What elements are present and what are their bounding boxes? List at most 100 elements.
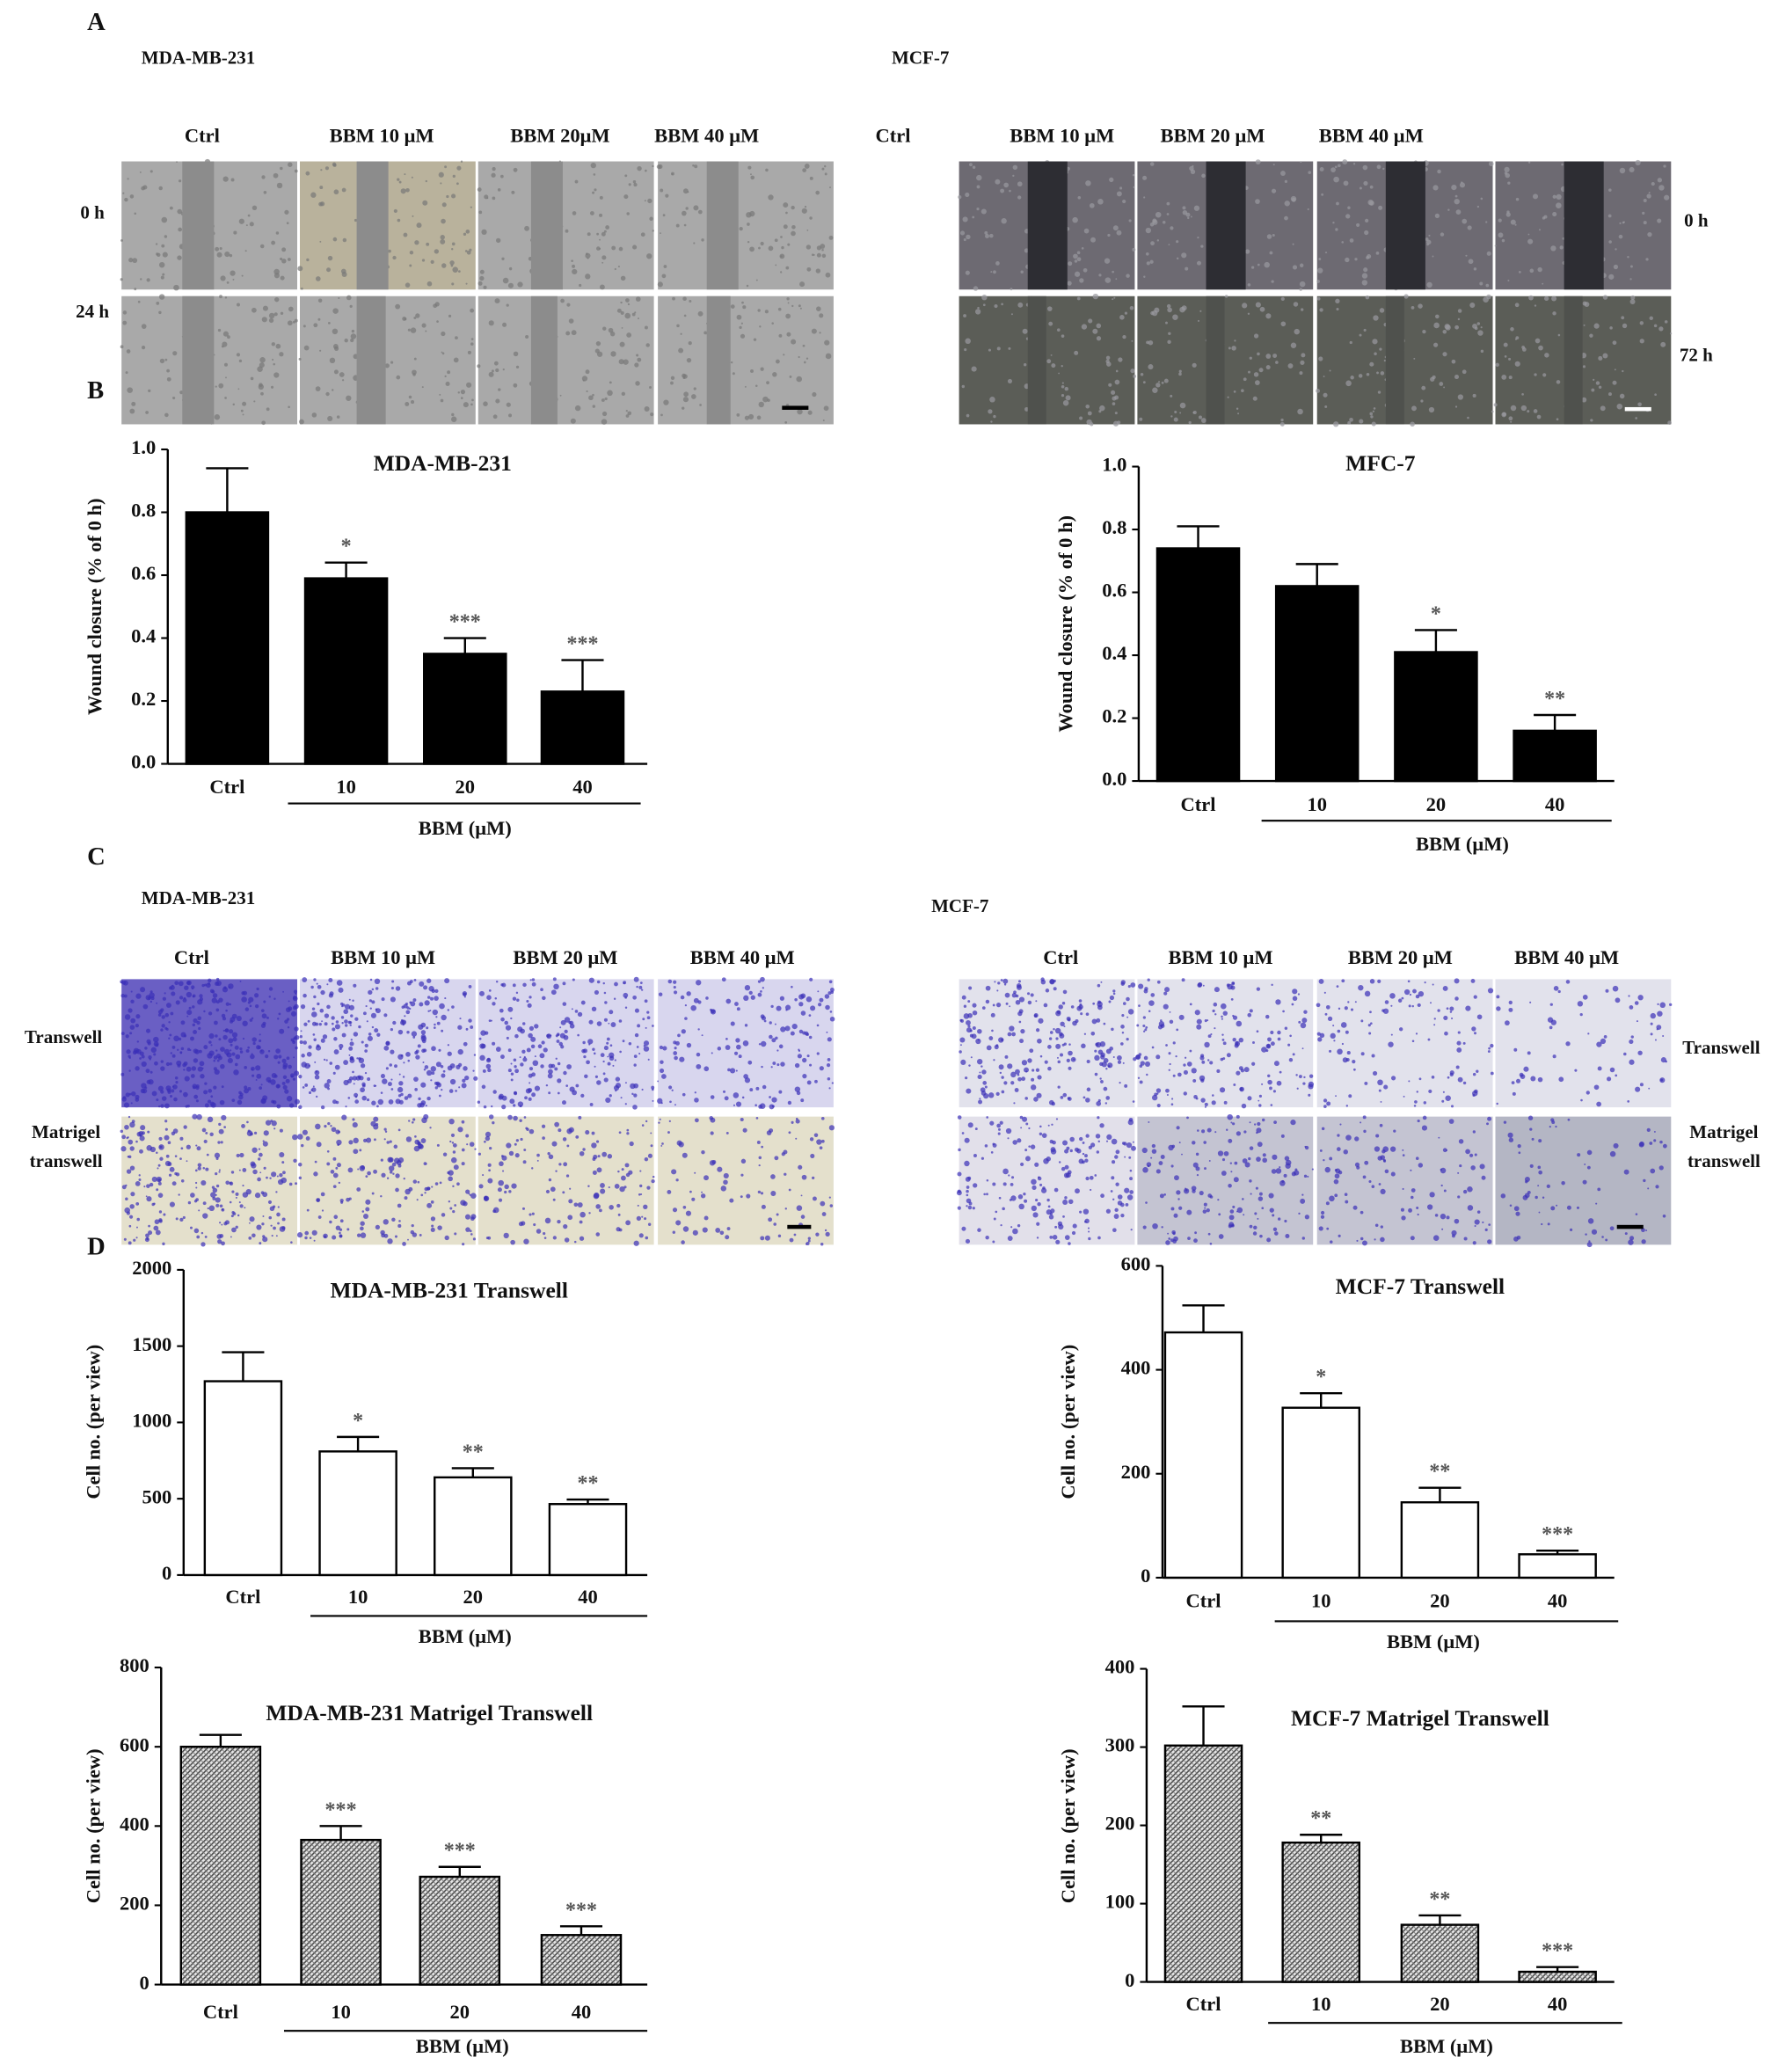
- cell: [761, 1065, 763, 1069]
- cell: [141, 1131, 146, 1135]
- cell: [1279, 1070, 1282, 1074]
- cell: [977, 1228, 981, 1232]
- cell: [1271, 188, 1277, 193]
- cell: [798, 355, 800, 359]
- cell: [327, 255, 333, 261]
- cell: [327, 1087, 331, 1091]
- cell: [592, 405, 596, 408]
- cell: [405, 188, 410, 193]
- cell: [673, 990, 678, 995]
- cell: [148, 1054, 152, 1060]
- cell: [414, 1088, 418, 1091]
- cell: [769, 1034, 773, 1040]
- cell: [1062, 399, 1069, 406]
- cell: [1024, 1097, 1028, 1100]
- cell: [414, 1051, 419, 1055]
- cell: [769, 1096, 771, 1098]
- cell: [1024, 1067, 1029, 1073]
- cell: [529, 996, 532, 999]
- cell: [1103, 1022, 1106, 1025]
- cell: [675, 1178, 679, 1182]
- cell: [1005, 1127, 1012, 1134]
- cell: [129, 1032, 133, 1035]
- cell: [218, 997, 223, 1003]
- cell: [393, 1157, 400, 1164]
- cell: [267, 1200, 273, 1205]
- cell: [686, 357, 692, 363]
- cell: [434, 249, 440, 254]
- cell: [397, 1203, 402, 1208]
- cell: [1026, 992, 1031, 996]
- cell: [809, 216, 813, 220]
- cell: [999, 1071, 1002, 1075]
- cell: [1274, 1231, 1279, 1236]
- cell: [674, 1047, 677, 1050]
- cell: [1648, 192, 1651, 193]
- cell: [1178, 1014, 1185, 1020]
- x-tick-label: 20: [450, 2001, 470, 2023]
- cell: [1304, 1145, 1307, 1148]
- cell: [760, 1236, 765, 1241]
- cell: [614, 1059, 616, 1062]
- cell: [1052, 1235, 1058, 1240]
- cell: [1297, 408, 1303, 415]
- cell: [266, 1016, 269, 1019]
- cell: [385, 1067, 389, 1070]
- cell: [204, 1082, 208, 1085]
- cell: [251, 1017, 254, 1020]
- cell: [404, 1096, 409, 1100]
- cell: [1411, 1188, 1416, 1193]
- cell: [323, 1058, 326, 1062]
- cell: [170, 1095, 173, 1098]
- cell: [758, 401, 764, 408]
- cell: [136, 1217, 141, 1222]
- cell: [1070, 1005, 1075, 1009]
- cell: [247, 214, 251, 217]
- cell: [1030, 1144, 1036, 1149]
- cell: [738, 1054, 742, 1059]
- cell: [575, 1134, 580, 1139]
- cell: [591, 1006, 597, 1012]
- cell: [644, 325, 648, 330]
- cell: [1033, 1013, 1039, 1018]
- cell: [1289, 1034, 1292, 1038]
- cell: [456, 1064, 461, 1069]
- cell: [400, 1020, 405, 1025]
- cell: [1168, 1237, 1171, 1240]
- cell: [186, 1015, 189, 1018]
- cell: [359, 1149, 362, 1152]
- cell: [829, 1010, 833, 1013]
- cell: [313, 1171, 318, 1177]
- cell: [352, 1076, 358, 1081]
- cell: [1354, 1162, 1360, 1167]
- cell: [366, 1098, 370, 1102]
- cell: [500, 1017, 505, 1022]
- cell: [780, 1062, 785, 1067]
- cell: [473, 1054, 477, 1056]
- cell: [1291, 1171, 1296, 1177]
- cell: [452, 1150, 456, 1154]
- cell: [636, 1215, 642, 1222]
- cell: [1214, 1131, 1217, 1134]
- cell: [1429, 1192, 1435, 1198]
- cell: [744, 385, 747, 388]
- cell: [199, 994, 203, 998]
- cell: [1514, 361, 1520, 367]
- cell: [160, 275, 164, 280]
- cell: [959, 1050, 962, 1054]
- cell: [1280, 418, 1284, 422]
- cell: [149, 1058, 151, 1061]
- cell: [1402, 1187, 1404, 1190]
- cell: [1323, 991, 1326, 994]
- cell: [673, 980, 677, 984]
- cell: [507, 282, 514, 288]
- cell: [1018, 980, 1021, 983]
- cell: [683, 223, 687, 227]
- cell: [1107, 1062, 1113, 1069]
- cell: [1035, 1000, 1038, 1003]
- cell: [1002, 1168, 1009, 1175]
- cell: [641, 1215, 644, 1218]
- cell: [1639, 339, 1644, 344]
- cell: [134, 212, 137, 215]
- cell: [425, 1105, 427, 1107]
